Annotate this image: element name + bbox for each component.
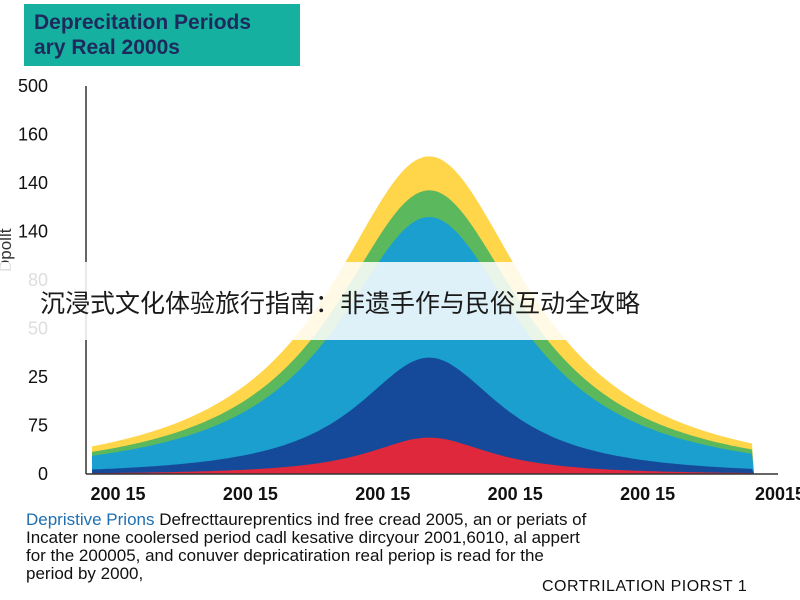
- area-band-4: [92, 357, 754, 474]
- footer-text: CORTRILATION PIORST: [542, 578, 733, 595]
- chart-title-box: Deprecitation Periods ary Real 2000s: [24, 4, 300, 66]
- chart-caption: Depristive Prions Defrecttaureprentics i…: [26, 511, 786, 583]
- y-tick-label: 140: [18, 222, 48, 242]
- area-band-5: [92, 437, 754, 474]
- caption-lead: Depristive Prions: [26, 510, 155, 529]
- chart-title-line-1: Deprecitation Periods: [34, 11, 252, 34]
- area-band-3: [92, 217, 754, 474]
- y-tick-label: 500: [18, 76, 48, 96]
- caption-line-4: period by 2000,: [26, 564, 144, 583]
- y-tick-label: 25: [28, 367, 48, 387]
- x-tick-label: 200 15: [355, 484, 410, 504]
- caption-line-3: for the 200005, and conuver depricatirat…: [26, 546, 544, 565]
- y-tick-label: 0: [38, 464, 48, 484]
- y-tick-label: 140: [18, 173, 48, 193]
- x-tick-label: 200 15: [223, 484, 278, 504]
- overlay-banner: [0, 262, 800, 340]
- caption-line-2: Incater none coolersed period cadl kesat…: [26, 528, 580, 547]
- y-tick-label: 160: [18, 125, 48, 145]
- footer-mark: 1: [737, 578, 748, 595]
- x-tick-label: 200 15: [90, 484, 145, 504]
- x-tick-label: 200 15: [620, 484, 675, 504]
- caption-line-1: Defrecttaureprentics ind free cread 2005…: [154, 510, 587, 529]
- chart-title-line-2: ary Real 2000s: [34, 36, 180, 59]
- overlay-banner-text: 沉浸式文化体验旅行指南：非遗手作与民俗互动全攻略: [40, 289, 641, 318]
- footer-label: CORTRILATION PIORST 1: [542, 578, 747, 596]
- y-tick-label: 75: [28, 416, 48, 436]
- x-tick-label: 200 15: [488, 484, 543, 504]
